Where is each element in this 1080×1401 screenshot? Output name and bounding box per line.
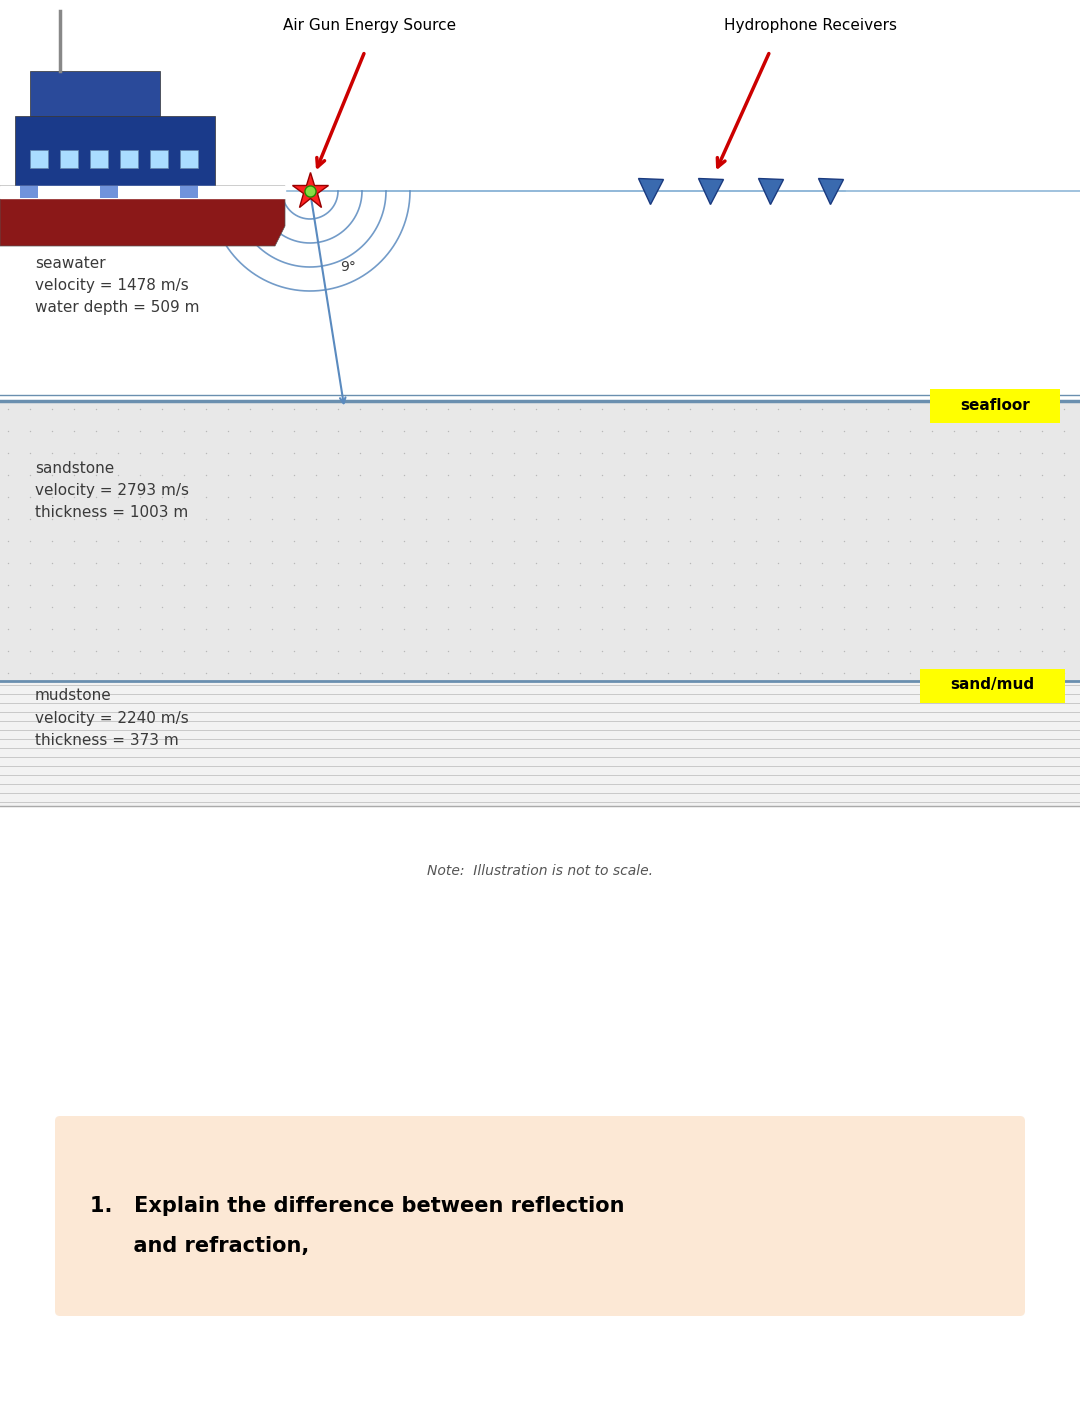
Bar <box>930 389 1059 423</box>
Text: Air Gun Energy Source: Air Gun Energy Source <box>283 18 457 34</box>
Text: seawater
velocity = 1478 m/s
water depth = 509 m: seawater velocity = 1478 m/s water depth… <box>35 256 200 315</box>
Bar <box>0 0 1080 401</box>
Text: and refraction,: and refraction, <box>90 1236 309 1257</box>
Text: seafloor: seafloor <box>960 398 1030 412</box>
Bar <box>60 186 78 198</box>
Bar <box>0 401 1080 681</box>
Text: sandstone
velocity = 2793 m/s
thickness = 1003 m: sandstone velocity = 2793 m/s thickness … <box>35 461 189 520</box>
Bar <box>15 116 215 186</box>
Text: sand/mud: sand/mud <box>950 678 1035 692</box>
Text: 1.   Explain the difference between reflection: 1. Explain the difference between reflec… <box>90 1196 624 1216</box>
Bar <box>0 681 1080 806</box>
Bar <box>60 150 78 168</box>
Text: mudstone
velocity = 2240 m/s
thickness = 373 m: mudstone velocity = 2240 m/s thickness =… <box>35 688 189 748</box>
Bar <box>100 186 118 198</box>
Bar <box>0 806 1080 1401</box>
Bar <box>0 186 285 198</box>
Bar <box>30 150 48 168</box>
Text: 9°: 9° <box>340 261 356 275</box>
Text: Hydrophone Receivers: Hydrophone Receivers <box>724 18 896 34</box>
Bar <box>90 150 108 168</box>
Bar <box>180 186 198 198</box>
Text: Note:  Illustration is not to scale.: Note: Illustration is not to scale. <box>427 864 653 878</box>
FancyBboxPatch shape <box>55 1117 1025 1316</box>
Bar <box>30 71 160 116</box>
Bar <box>21 186 38 198</box>
Polygon shape <box>0 186 285 247</box>
Bar <box>120 150 138 168</box>
Bar <box>180 150 198 168</box>
Bar <box>150 150 168 168</box>
Bar <box>920 670 1065 703</box>
Bar <box>140 186 158 198</box>
